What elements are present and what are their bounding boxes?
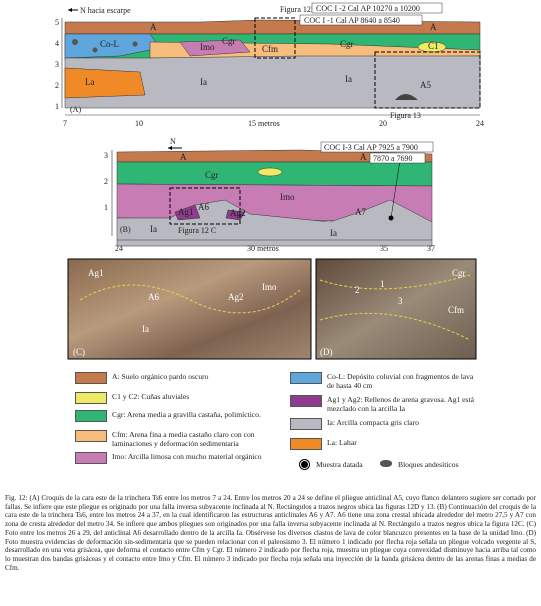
sample-label: COC I -2 Cal AP 10270 a 10200 — [316, 4, 420, 13]
y-tick-label: 4 — [55, 39, 59, 48]
unit-label: Ag2 — [230, 208, 246, 218]
panel-b: N COC I-3 Cal AP 7925 a 7900 7870 a 7690… — [104, 137, 435, 253]
legend-label: Ia: Arcilla compacta gris claro — [327, 418, 419, 427]
y-tick-label: 2 — [104, 177, 108, 186]
panel-label: (D) — [320, 347, 333, 357]
legend-swatch — [290, 418, 322, 430]
unit-label: Ia — [200, 77, 207, 87]
panel-label: (C) — [73, 347, 85, 357]
unit-label: Ia — [345, 74, 352, 84]
north-label: N — [170, 137, 176, 146]
unit-label: Imo — [280, 192, 295, 202]
legend-swatch — [290, 372, 322, 384]
unit-label: A7 — [355, 207, 366, 217]
x-tick-label: 24 — [115, 244, 123, 253]
panel-a: N hacia escarpe Figura 12D COC I -2 Cal … — [55, 2, 484, 128]
unit-label: 1 — [380, 279, 385, 289]
unit-label: Ag2 — [228, 292, 244, 302]
legend-swatch — [290, 438, 322, 450]
legend-label: Muestra datada — [316, 460, 363, 469]
legend-label: Cgr: Arena media a gravilla castaña, pol… — [112, 410, 261, 419]
unit-label: Co-L — [100, 39, 119, 49]
unit-label: A6 — [198, 202, 209, 212]
sample-label: COC I-3 Cal AP 7925 a 7900 — [324, 143, 418, 152]
caption: Fig. 12: (A) Croquis de la cara este de … — [5, 494, 536, 572]
unit-label: A — [430, 22, 437, 32]
legend-swatch — [75, 392, 107, 404]
sample-label: COC I -1 Cal AP 8640 a 8540 — [304, 16, 400, 25]
x-tick-label: 10 — [135, 119, 143, 128]
legend-label: Cfm: Arena fina a media castaño claro co… — [112, 430, 255, 448]
unit-label: A — [360, 152, 367, 162]
y-tick-label: 1 — [104, 203, 108, 212]
unit-label: 3 — [398, 296, 403, 306]
legend-swatch — [75, 430, 107, 442]
legend-swatch — [75, 410, 107, 422]
unit-label: La — [85, 77, 95, 87]
x-tick-label: 15 metros — [248, 119, 280, 128]
legend-label: Co-L: Depósito coluvial con fragmentos d… — [327, 372, 474, 390]
figure-ref: Figura 12 C — [178, 226, 216, 235]
unit-label: C1 — [428, 41, 439, 51]
x-tick-label: 24 — [476, 119, 484, 128]
x-tick-label: 35 — [380, 244, 388, 253]
legend-label: Imo: Arcilla limosa con mucho material o… — [112, 452, 262, 461]
y-tick-label: 5 — [55, 18, 59, 27]
panels: N hacia escarpe Figura 12D COC I -2 Cal … — [55, 2, 484, 360]
y-tick-label: 2 — [55, 81, 59, 90]
unit-label: Ia — [150, 224, 157, 234]
y-tick-label: 3 — [104, 151, 108, 160]
legend-swatch — [290, 395, 322, 407]
sample-symbol — [299, 459, 310, 470]
figure-ref: Figura 12D — [280, 5, 317, 14]
legend-swatch — [75, 452, 107, 464]
x-tick-label: 37 — [427, 244, 435, 253]
unit-label: Ag1 — [88, 268, 104, 278]
unit-label: A — [180, 152, 187, 162]
legend-swatch — [75, 372, 107, 384]
unit-label: Imo — [262, 282, 277, 292]
y-tick-label: 3 — [55, 60, 59, 69]
unit-label: Cgr — [340, 39, 354, 49]
unit-label: 2 — [355, 285, 360, 295]
x-tick-label: 30 metros — [247, 244, 279, 253]
sample-label: 7870 a 7690 — [373, 154, 413, 163]
legend-label: Ag1 y Ag2: Rellenos de arena gravosa. Ag… — [327, 395, 474, 413]
x-tick-label: 7 — [63, 119, 67, 128]
legend-label: A: Suelo orgánico pardo oscuro — [112, 372, 209, 381]
legend-label: C1 y C2: Cuñas aluviales — [112, 392, 190, 401]
legend-label: Bloques andesíticos — [398, 460, 459, 469]
unit-label: A — [150, 22, 157, 32]
unit-label: Ia — [142, 324, 149, 334]
unit-label: Imo — [200, 42, 215, 52]
blocks-symbol — [380, 460, 392, 467]
unit-label: Ia — [330, 228, 337, 238]
legend-label: La: Lahar — [327, 438, 357, 447]
photos: Ag1 A6 Ag2 Imo Ia (C) Cgr Cfm 1 2 3 (D) — [67, 258, 477, 360]
unit-label: Cgr — [452, 268, 466, 278]
y-tick-label: 1 — [55, 102, 59, 111]
panel-label: (B) — [120, 225, 131, 234]
x-tick-label: 20 — [379, 119, 387, 128]
unit-label: Cgr — [222, 36, 236, 46]
unit-label: Cfm — [448, 305, 464, 315]
unit-label: A6 — [148, 292, 159, 302]
figure-ref: Figura 13 — [390, 111, 421, 120]
unit-label: Cgr — [205, 170, 219, 180]
panel-label: (A) — [70, 105, 81, 114]
unit-label: Ag1 — [178, 207, 194, 217]
unit-label: Cfm — [262, 44, 278, 54]
unit-label: A5 — [420, 80, 431, 90]
north-label: N hacia escarpe — [80, 6, 131, 15]
